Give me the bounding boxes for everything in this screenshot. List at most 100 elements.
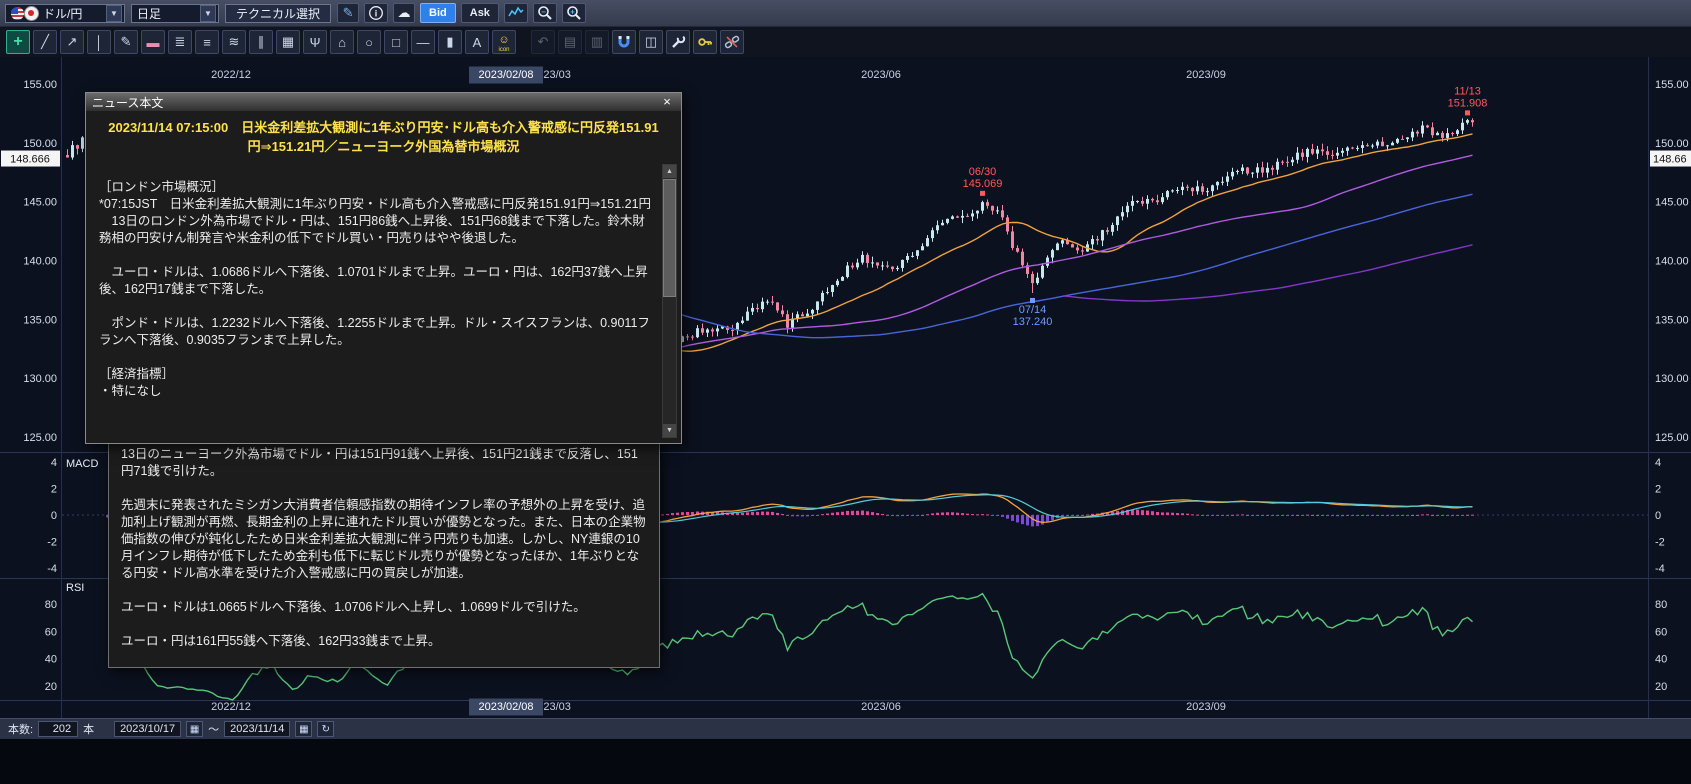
candle-body <box>916 250 919 256</box>
date-from-field[interactable]: 2023/10/17 <box>114 721 182 737</box>
candle-body <box>886 265 889 267</box>
news-window[interactable]: ニュース本文 × 2023/11/14 07:15:00 日米金利差拡大観測に1… <box>85 92 682 444</box>
text-tool[interactable]: A <box>465 30 489 54</box>
macd-histogram-bar <box>1336 515 1339 517</box>
svg-text:148.66: 148.66 <box>1653 154 1687 166</box>
svg-text:+: + <box>570 8 575 17</box>
ray-tool[interactable]: ↗ <box>60 30 84 54</box>
bars-count-value[interactable]: 202 <box>38 721 79 737</box>
candle-body <box>1251 172 1254 174</box>
candle-body <box>1046 257 1049 266</box>
macd-histogram-bar <box>1406 515 1409 516</box>
candle-body <box>846 265 849 277</box>
timeframe-selector[interactable]: 日足 ▼ <box>131 3 219 23</box>
pair-selector[interactable]: ドル/円 ▼ <box>5 3 125 23</box>
zoom-in-button[interactable]: + <box>561 3 586 23</box>
crosshair-tool[interactable]: + <box>6 30 30 54</box>
pencil-tool[interactable]: ✎ <box>114 30 138 54</box>
calendar-icon[interactable]: ▦ <box>186 721 204 737</box>
grid-tool[interactable]: ▦ <box>276 30 300 54</box>
candle-body <box>1391 142 1394 146</box>
date-to-field[interactable]: 2023/11/14 <box>224 721 291 737</box>
calendar-icon[interactable]: ▦ <box>295 721 313 737</box>
macd-histogram-bar <box>1096 513 1099 515</box>
macd-histogram-bar <box>1361 515 1364 516</box>
macd-histogram-bar <box>886 514 889 516</box>
macd-axis-label: 0 <box>51 510 57 522</box>
candle-body <box>1381 141 1384 147</box>
undo-tool[interactable]: ↶ <box>531 30 555 54</box>
chart-type-button[interactable] <box>503 3 528 23</box>
vertical-line-tool[interactable]: │ <box>87 30 111 54</box>
news-headline: 2023/11/14 07:15:00 日米金利差拡大観測に1年ぶり円安･ドル高… <box>108 120 659 154</box>
unlink-tool[interactable] <box>720 30 744 54</box>
pitchfork-tool[interactable]: Ψ <box>303 30 327 54</box>
candle-body <box>1431 127 1434 136</box>
macd-histogram-bar <box>941 512 944 515</box>
candle-body <box>1181 186 1184 191</box>
magnet-tool[interactable] <box>612 30 636 54</box>
zoom-out-button[interactable]: − <box>532 3 557 23</box>
copy-chart-tool[interactable]: ▤ <box>558 30 582 54</box>
macd-histogram-bar <box>1396 515 1399 516</box>
candle-body <box>1471 120 1474 123</box>
ask-button[interactable]: Ask <box>460 3 499 23</box>
close-icon[interactable]: × <box>663 94 671 109</box>
technical-select-button[interactable]: テクニカル選択 <box>225 3 332 23</box>
news-paragraph: ［ロンドン市場概況］ <box>99 180 225 194</box>
macd-histogram-bar <box>891 515 894 516</box>
candle-body <box>1206 191 1209 193</box>
candle-body <box>1131 201 1134 206</box>
macd-histogram-bar <box>966 513 969 515</box>
horizontal-lines-tool[interactable]: ≡ <box>195 30 219 54</box>
price-axis-label: 130.00 <box>23 373 57 385</box>
clear-all-tool[interactable]: ◫ <box>639 30 663 54</box>
macd-histogram-bar <box>1311 514 1314 516</box>
macd-histogram-bar <box>1106 512 1109 515</box>
cloud-button[interactable]: ☁ <box>393 3 416 23</box>
macd-histogram-bar <box>1351 515 1354 516</box>
news-paragraph: 13日のニューヨーク外為市場でドル・円は151円91銭へ上昇後、151円21銭ま… <box>121 447 638 478</box>
refresh-icon[interactable]: ↻ <box>317 721 335 737</box>
info-button[interactable]: i <box>364 3 389 23</box>
macd-histogram-bar <box>1111 511 1114 515</box>
draw-pencil-button[interactable]: ✎ <box>337 3 360 23</box>
candle-body <box>896 267 899 270</box>
macd-histogram-bar <box>1471 514 1474 516</box>
news-window-background[interactable]: 13日のニューヨーク外為市場でドル・円は151円91銭へ上昇後、151円21銭ま… <box>108 437 660 668</box>
macd-axis-label: 0 <box>1655 510 1661 522</box>
channel-tool[interactable]: ∥ <box>249 30 273 54</box>
news-window-titlebar[interactable]: ニュース本文 × <box>86 93 681 111</box>
trendline-tool[interactable]: ╱ <box>33 30 57 54</box>
macd-histogram-bar <box>1371 515 1374 516</box>
candle-body <box>841 276 844 281</box>
price-marker-tool[interactable]: ▮ <box>438 30 462 54</box>
price-axis-label: 140.00 <box>23 256 57 268</box>
settings-wrench-tool[interactable] <box>666 30 690 54</box>
macd-histogram-bar <box>1166 512 1169 515</box>
rectangle-tool[interactable]: □ <box>384 30 408 54</box>
macd-histogram-bar <box>786 515 789 516</box>
scrollbar-thumb[interactable] <box>663 179 676 297</box>
save-image-tool[interactable]: ▥ <box>585 30 609 54</box>
horizontal-segment-tool[interactable]: — <box>411 30 435 54</box>
icon-stamp-tool[interactable]: ☺ icon <box>492 30 516 54</box>
candle-body <box>1326 151 1329 155</box>
macd-histogram-bar <box>931 513 934 515</box>
ellipse-tool[interactable]: ○ <box>357 30 381 54</box>
fib-levels-tool[interactable]: ≣ <box>168 30 192 54</box>
news-scrollbar[interactable]: ▲ ▼ <box>662 164 677 438</box>
scroll-up-icon[interactable]: ▲ <box>663 165 676 178</box>
candle-body <box>771 301 774 303</box>
news-window-content: 2023/11/14 07:15:00 日米金利差拡大観測に1年ぶり円安･ドル高… <box>86 111 681 443</box>
macd-histogram-bar <box>956 512 959 515</box>
wave-tool[interactable]: ≋ <box>222 30 246 54</box>
eraser-tool[interactable]: ▬ <box>141 30 165 54</box>
polygon-tool[interactable]: ⌂ <box>330 30 354 54</box>
news-body-ny: 13日のニューヨーク外為市場でドル・円は151円91銭へ上昇後、151円21銭ま… <box>109 438 659 658</box>
macd-histogram-bar <box>901 515 904 517</box>
price-axis-label: 140.00 <box>1655 256 1689 268</box>
scroll-down-icon[interactable]: ▼ <box>663 424 676 437</box>
key-tool[interactable] <box>693 30 717 54</box>
bid-button[interactable]: Bid <box>420 3 456 23</box>
